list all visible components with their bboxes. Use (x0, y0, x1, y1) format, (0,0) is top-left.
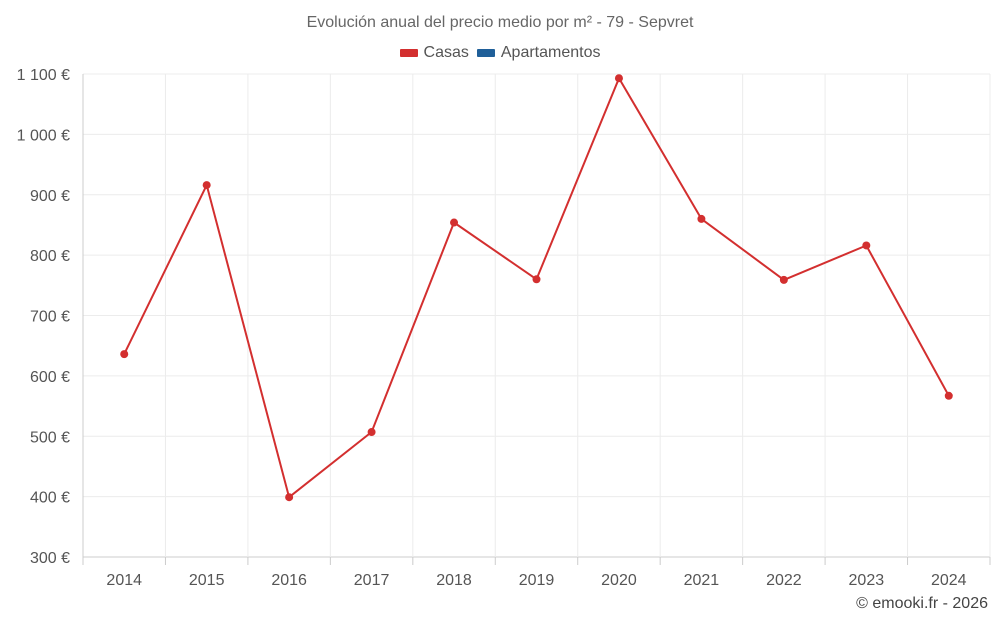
data-point-casas-2022 (779, 275, 788, 284)
y-tick-label: 300 € (30, 550, 70, 567)
x-tick-label: 2014 (106, 572, 142, 589)
data-point-casas-2021 (697, 214, 706, 223)
x-tick-label: 2021 (684, 572, 720, 589)
legend-label-casas: Casas (423, 44, 469, 61)
y-tick-label: 1 100 € (17, 67, 70, 84)
legend-swatch-casas (399, 49, 418, 57)
x-tick-label: 2020 (601, 572, 637, 589)
data-point-casas-2020 (614, 74, 623, 83)
legend-label-apartamentos: Apartamentos (500, 44, 601, 61)
legend-swatch-apartamentos (476, 49, 495, 57)
data-point-casas-2017 (367, 428, 376, 437)
y-tick-label: 700 € (30, 309, 70, 326)
data-point-casas-2014 (120, 350, 129, 359)
legend-item-apartamentos[interactable]: Apartamentos (476, 44, 601, 62)
data-point-casas-2016 (285, 493, 294, 502)
x-tick-label: 2017 (354, 572, 390, 589)
x-tick-label: 2019 (519, 572, 555, 589)
y-tick-label: 1 000 € (17, 127, 70, 144)
data-point-casas-2024 (944, 391, 953, 400)
chart-legend: Casas Apartamentos (0, 44, 1000, 62)
y-tick-label: 600 € (30, 369, 70, 386)
chart-title: Evolución anual del precio medio por m² … (306, 14, 694, 31)
x-tick-label: 2018 (436, 572, 472, 589)
data-point-casas-2018 (450, 218, 459, 227)
copyright-credit: © emooki.fr - 2026 (856, 595, 988, 612)
x-tick-label: 2023 (849, 572, 885, 589)
x-tick-label: 2024 (931, 572, 967, 589)
data-point-casas-2023 (862, 241, 871, 250)
y-tick-label: 900 € (30, 188, 70, 205)
data-point-casas-2019 (532, 275, 541, 284)
x-tick-label: 2022 (766, 572, 802, 589)
legend-item-casas[interactable]: Casas (399, 44, 469, 62)
y-tick-label: 500 € (30, 429, 70, 446)
data-point-casas-2015 (202, 181, 211, 190)
x-tick-label: 2016 (271, 572, 307, 589)
y-tick-label: 400 € (30, 490, 70, 507)
y-tick-label: 800 € (30, 248, 70, 265)
x-tick-label: 2015 (189, 572, 225, 589)
